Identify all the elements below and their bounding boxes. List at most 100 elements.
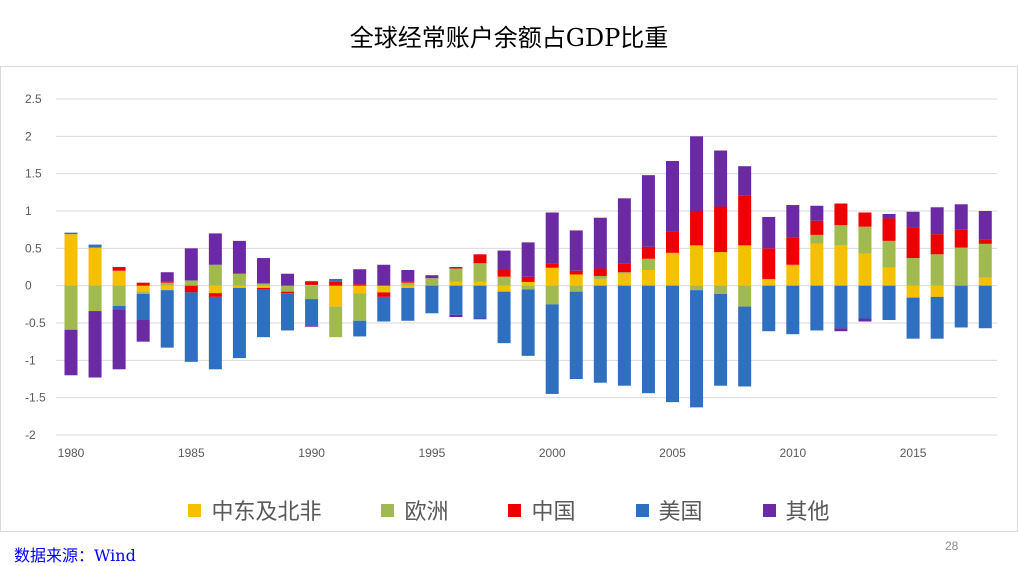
legend-label: 中国 [531,500,576,525]
bar-segment-2014 [882,240,896,268]
x-tick-label: 1980 [58,446,85,460]
bar-segment-2006 [690,245,704,286]
bar-segment-1986 [208,293,222,297]
bar-segment-2002 [593,278,607,286]
bar-segment-2001 [569,270,583,275]
bar-segment-2013 [858,253,872,286]
bar-segment-1982 [112,267,126,271]
legend-item: 中东及北非 [188,494,321,526]
bar-segment-2015 [906,211,920,228]
bar-segment-1992 [353,284,367,286]
bar-segment-2004 [641,269,655,286]
legend-swatch [381,503,395,517]
bar-segment-2000 [545,212,559,264]
bar-segment-2007 [714,206,728,253]
bar-segment-1998 [497,276,511,286]
bar-segment-2015 [906,258,920,286]
bar-segment-1993 [377,292,391,297]
bar-segment-1990 [305,299,319,326]
bar-segment-1983 [136,285,150,292]
legend-item: 中国 [508,494,576,526]
bar-segment-1982 [112,270,126,286]
legend-label: 中东及北非 [211,500,322,525]
bar-segment-2003 [617,285,631,386]
bar-segment-1984 [160,285,174,291]
y-tick-label: -0.5 [25,316,46,330]
bar-segment-1990 [305,285,319,300]
bar-segment-2008 [738,285,752,307]
bar-segment-1980 [64,285,78,330]
bar-segment-1988 [256,258,270,284]
legend-item: 美国 [635,494,703,526]
x-tick-label: 2000 [539,446,566,460]
x-tick-label: 2015 [900,446,927,460]
bar-segment-1997 [473,318,487,320]
page-number: 28 [945,539,959,553]
bar-segment-2002 [593,285,607,383]
bar-segment-1998 [497,269,511,277]
bar-segment-1984 [160,281,174,283]
bar-segment-1994 [401,281,415,283]
bar-segment-1988 [256,285,270,288]
bar-segment-1994 [401,287,415,321]
bar-segment-1998 [497,291,511,344]
bar-segment-1993 [377,285,391,293]
bar-segment-1986 [208,285,222,294]
bar-segment-2000 [545,263,559,268]
bar-segment-1981 [88,311,102,378]
bar-segment-2003 [617,272,631,274]
bar-segment-1994 [401,269,415,282]
bar-segment-2009 [762,216,776,249]
legend-swatch [635,503,649,517]
bar-segment-1980 [64,234,78,286]
bar-segment-2014 [882,218,896,241]
bar-segment-2010 [786,265,800,286]
bar-segment-2011 [810,285,824,331]
legend-item: 其他 [762,494,830,526]
bar-segment-2012 [834,225,848,246]
bar-segment-1993 [377,264,391,286]
bar-segment-2017 [954,229,968,248]
bar-segment-1981 [88,244,102,248]
bar-segment-2015 [906,227,920,259]
y-tick-label: 0 [25,279,32,293]
bar-segment-2013 [858,285,872,319]
legend-item: 欧洲 [381,494,448,526]
y-tick-label: 2 [25,129,32,143]
bar-segment-2013 [858,212,872,227]
bar-segment-1986 [208,264,222,286]
bar-segment-2001 [569,291,583,379]
bar-segment-1980 [64,232,78,235]
bar-segment-1991 [329,281,343,286]
y-tick-label: 2.5 [25,92,42,106]
legend-label: 美国 [658,500,703,525]
bar-segment-1987 [232,285,246,288]
bar-segment-2002 [593,217,607,269]
bar-segment-2012 [834,203,848,226]
bar-segment-1984 [160,282,174,286]
bar-segment-1983 [136,293,150,320]
bar-segment-2008 [738,195,752,246]
legend-label: 欧洲 [404,500,449,525]
bar-segment-1999 [521,276,535,282]
bar-segment-1982 [112,305,126,310]
bar-segment-2001 [569,274,583,286]
bar-segment-2007 [714,285,728,294]
bar-segment-1995 [425,285,439,314]
bar-segment-1991 [329,306,343,338]
legend-swatch [188,503,202,517]
x-tick-label: 2010 [779,446,806,460]
bar-segment-2016 [930,285,944,297]
bar-segment-2005 [666,231,679,253]
bar-segment-2000 [545,267,559,286]
bar-segment-1985 [184,285,198,293]
bar-segment-1993 [377,296,391,322]
bar-segment-2007 [714,293,728,386]
bar-segment-2012 [834,285,848,329]
bar-segment-1996 [449,268,463,282]
legend: 中东及北非 欧洲 中国 美国 其他 [0,494,1018,526]
bar-segment-2010 [786,237,800,265]
bar-segment-1997 [473,254,487,264]
bar-segment-2014 [882,285,896,321]
bar-segment-1983 [136,282,150,286]
